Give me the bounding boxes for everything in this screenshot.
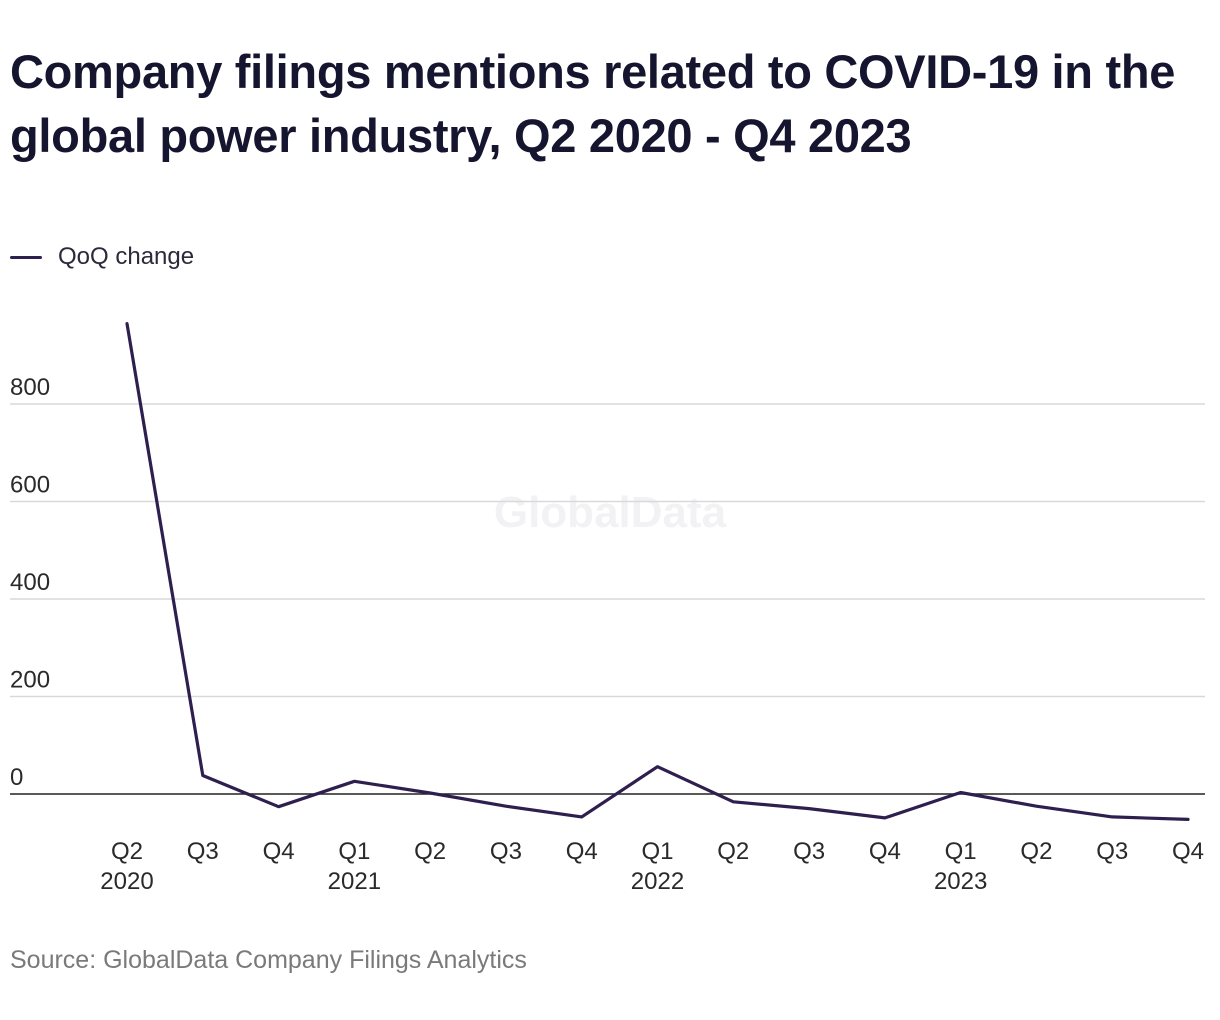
x-tick-label-11: Q1: [945, 838, 977, 865]
data-point-q4-2020: [277, 805, 281, 809]
x-tick-label-6: Q4: [566, 838, 598, 865]
y-tick-label-400: 400: [10, 569, 50, 596]
data-point-q4-2023: [1186, 817, 1190, 821]
y-tick-label-200: 200: [10, 667, 50, 694]
watermark: GlobalData: [494, 488, 727, 537]
data-point-q2-2020: [125, 322, 129, 326]
source-note: Source: GlobalData Company Filings Analy…: [10, 946, 527, 974]
x-tick-label-0: Q2: [111, 838, 143, 865]
x-tick-year-2021: 2021: [328, 868, 381, 895]
x-tick-year-2020: 2020: [100, 868, 153, 895]
x-tick-label-8: Q2: [717, 838, 749, 865]
x-tick-year-2023: 2023: [934, 868, 987, 895]
data-point-q3-2023: [1110, 815, 1114, 819]
data-point-q4-2021: [580, 815, 584, 819]
data-point-q3-2022: [807, 807, 811, 811]
x-tick-label-13: Q3: [1096, 838, 1128, 865]
data-point-q1-2021: [352, 779, 356, 783]
data-point-q2-2021: [428, 791, 432, 795]
x-tick-label-3: Q1: [338, 838, 370, 865]
y-tick-label-600: 600: [10, 472, 50, 499]
data-point-q2-2022: [731, 800, 735, 804]
x-tick-label-4: Q2: [414, 838, 446, 865]
x-tick-label-14: Q4: [1172, 838, 1204, 865]
data-point-q3-2021: [504, 804, 508, 808]
x-tick-label-2: Q4: [263, 838, 295, 865]
x-tick-label-7: Q1: [641, 838, 673, 865]
chart-legend: QoQ change: [10, 240, 194, 274]
data-point-q1-2023: [959, 791, 963, 795]
data-point-q3-2020: [201, 773, 205, 777]
y-tick-label-0: 0: [10, 764, 23, 791]
series-line-qoq-change: [125, 321, 1190, 822]
legend-label-qoq-change: QoQ change: [58, 243, 195, 270]
data-point-q1-2022: [656, 765, 660, 769]
data-point-q4-2022: [883, 816, 887, 820]
x-tick-label-5: Q3: [490, 838, 522, 865]
x-tick-year-2022: 2022: [631, 868, 684, 895]
y-tick-label-800: 800: [10, 374, 50, 401]
x-tick-label-1: Q3: [187, 838, 219, 865]
legend-swatch-qoq-change: [10, 255, 42, 259]
chart-title: Company filings mentions related to COVI…: [10, 45, 1176, 162]
x-tick-label-12: Q2: [1020, 838, 1052, 865]
x-tick-label-10: Q4: [869, 838, 901, 865]
data-point-q2-2023: [1034, 804, 1038, 808]
x-tick-label-9: Q3: [793, 838, 825, 865]
line-chart: GlobalData 0 200 400 600 800 Q2 2020 Q3 Q4 Q1 2021 Q…: [10, 321, 1205, 895]
